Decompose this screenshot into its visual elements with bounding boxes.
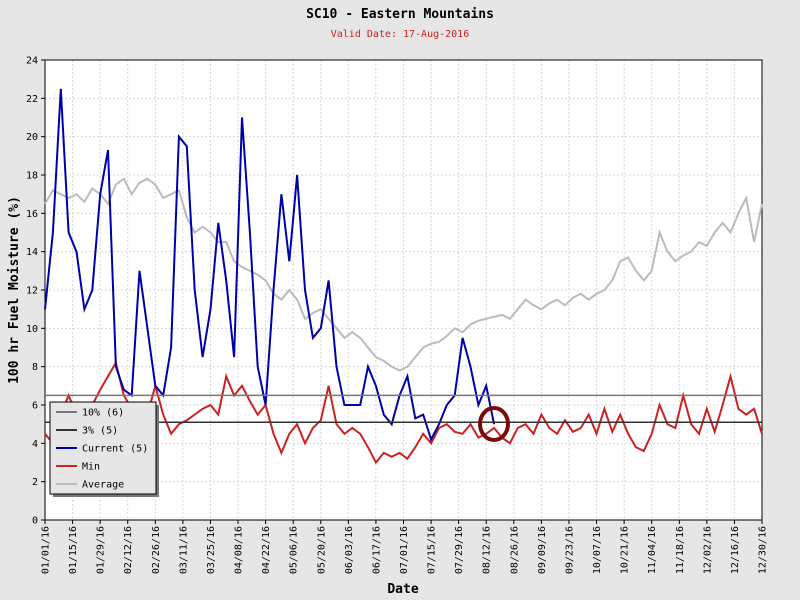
x-tick-label: 09/09/16 [537,526,548,574]
x-tick-label: 12/16/16 [730,526,741,574]
x-tick-label: 04/08/16 [234,526,245,574]
chart-subtitle: Valid Date: 17-Aug-2016 [331,29,469,40]
plot-frame [44,59,763,521]
y-tick-label: 2 [32,477,38,488]
x-tick-label: 12/30/16 [758,526,769,574]
x-tick-label: 12/02/16 [702,526,713,574]
x-tick-label: 01/15/16 [68,526,79,574]
y-tick-label: 16 [26,209,38,220]
series-line [44,360,763,465]
legend-label: 10% (6) [82,408,124,419]
legend-label: 3% (5) [82,426,118,437]
x-tick-label: 01/29/16 [96,526,107,574]
x-tick-label: 07/29/16 [454,526,465,574]
y-tick-label: 14 [26,247,38,258]
x-tick-label: 11/18/16 [675,526,686,574]
y-tick-label: 22 [26,94,38,105]
x-tick-label: 05/06/16 [289,526,300,574]
y-tick-label: 0 [32,516,38,527]
x-tick-label: 07/15/16 [427,526,438,574]
y-tick-label: 24 [26,56,38,67]
x-tick-label: 08/26/16 [509,526,520,574]
x-tick-label: 03/25/16 [206,526,217,574]
legend: 10% (6) 3% (5) Current (5) Min Average [49,401,159,497]
y-axis-label: 100 hr Fuel Moisture (%) [7,196,22,384]
x-tick-label: 10/07/16 [592,526,603,574]
y-tick-label: 4 [32,439,38,450]
x-axis-label: Date [387,582,418,597]
x-tick-label: 04/22/16 [261,526,272,574]
x-tick-label: 08/12/16 [482,526,493,574]
y-tick-label: 20 [26,132,38,143]
legend-label: Min [82,462,100,473]
y-tick-label: 18 [26,171,38,182]
series-line [44,88,496,443]
series-line [44,177,763,372]
x-tick-label: 03/11/16 [178,526,189,574]
chart-title: SC10 - Eastern Mountains [306,7,494,22]
y-tick-label: 8 [32,362,38,373]
x-tick-label: 06/03/16 [344,526,355,574]
x-tick-label: 02/26/16 [151,526,162,574]
highlight-circle [478,406,510,442]
legend-label: Average [82,480,124,491]
x-tick-label: 06/17/16 [371,526,382,574]
y-tick-label: 12 [26,286,38,297]
x-tick-label: 09/23/16 [564,526,575,574]
x-tick-label: 01/01/16 [41,526,52,574]
x-tick-label: 10/21/16 [620,526,631,574]
y-tick-label: 10 [26,324,38,335]
legend-label: Current (5) [82,444,148,455]
x-tick-label: 02/12/16 [123,526,134,574]
x-tick-label: 07/01/16 [399,526,410,574]
y-tick-label: 6 [32,401,38,412]
x-tick-label: 11/04/16 [647,526,658,574]
x-tick-label: 05/20/16 [316,526,327,574]
